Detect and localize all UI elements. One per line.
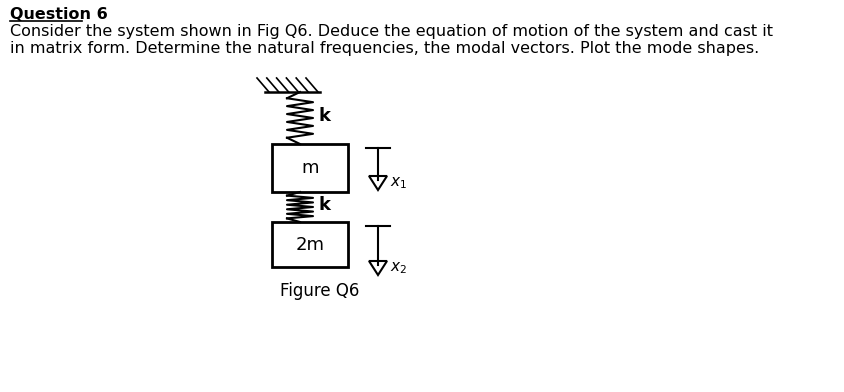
Text: k: k — [318, 196, 330, 214]
Polygon shape — [369, 176, 387, 190]
Text: Consider the system shown in Fig Q6. Deduce the equation of motion of the system: Consider the system shown in Fig Q6. Ded… — [10, 24, 773, 39]
Text: k: k — [318, 107, 330, 125]
Text: Figure Q6: Figure Q6 — [280, 282, 360, 300]
Polygon shape — [369, 261, 387, 275]
Bar — [272, 222, 348, 267]
Text: m: m — [301, 159, 319, 177]
Text: $x_1$: $x_1$ — [390, 175, 407, 191]
Text: in matrix form. Determine the natural frequencies, the modal vectors. Plot the m: in matrix form. Determine the natural fr… — [10, 41, 760, 56]
Text: 2m: 2m — [295, 236, 324, 254]
Text: Question 6: Question 6 — [10, 7, 108, 22]
Bar — [272, 144, 348, 192]
Text: $x_2$: $x_2$ — [390, 260, 407, 276]
